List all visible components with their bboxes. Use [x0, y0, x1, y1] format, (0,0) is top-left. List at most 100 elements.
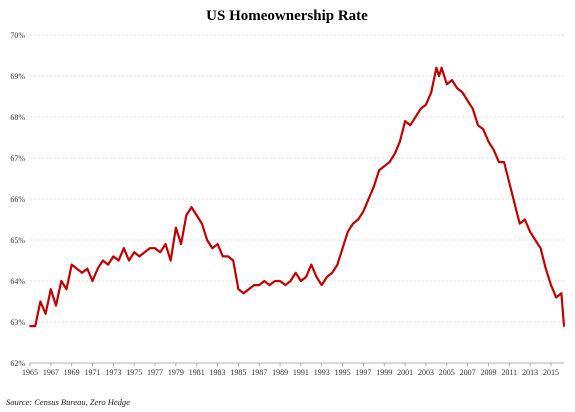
x-tick-label: 1991 — [293, 368, 309, 377]
x-tick-label: 1981 — [189, 368, 205, 377]
x-tick-label: 1983 — [210, 368, 226, 377]
data-point — [443, 75, 446, 77]
data-point — [294, 271, 297, 274]
x-tick-label: 2007 — [460, 368, 476, 377]
data-point — [419, 107, 422, 110]
data-point — [237, 288, 240, 291]
data-point — [122, 247, 125, 250]
y-tick-label: 63% — [10, 318, 25, 327]
x-tick-label: 1973 — [105, 368, 121, 377]
data-point — [195, 214, 198, 217]
data-point — [216, 243, 219, 246]
data-point — [300, 280, 302, 282]
data-point — [518, 222, 521, 225]
data-point — [503, 161, 505, 164]
data-point — [60, 280, 63, 282]
data-point — [44, 312, 47, 315]
data-point — [34, 325, 37, 327]
data-point — [336, 263, 339, 266]
x-tick-label: 1965 — [22, 368, 38, 377]
data-point — [159, 251, 162, 254]
data-point — [39, 300, 42, 303]
data-point — [477, 124, 479, 127]
data-point — [352, 222, 354, 225]
data-point — [247, 288, 250, 291]
data-point — [117, 259, 120, 262]
x-tick-label: 1985 — [230, 368, 246, 377]
x-tick-labels: 1965 1967 1969 1971 1973 1975 1977 1979 1981 1983… — [22, 363, 559, 377]
data-point — [388, 161, 391, 164]
data-point — [513, 202, 516, 205]
data-point — [425, 103, 427, 106]
data-point — [107, 263, 109, 266]
data-point — [29, 325, 31, 327]
data-point — [70, 263, 73, 266]
x-tick-label: 1987 — [251, 368, 267, 377]
data-point — [49, 288, 52, 291]
data-point — [164, 243, 167, 246]
data-point — [430, 91, 433, 94]
data-point — [482, 128, 485, 131]
data-point — [550, 284, 552, 286]
y-tick-label: 70% — [10, 31, 25, 40]
data-point — [534, 239, 537, 241]
data-point — [320, 284, 323, 286]
data-point — [206, 239, 209, 241]
data-point — [143, 251, 146, 254]
y-tick-label: 66% — [10, 195, 25, 204]
data-point — [341, 247, 344, 250]
data-point — [86, 267, 89, 270]
data-point — [393, 153, 396, 155]
data-point — [346, 230, 349, 233]
data-point — [438, 75, 440, 77]
data-point — [357, 218, 360, 221]
data-point — [76, 267, 78, 270]
y-tick-label: 65% — [10, 236, 25, 245]
data-point — [498, 161, 500, 164]
data-point — [102, 259, 104, 262]
x-tick-label: 1977 — [147, 368, 163, 377]
data-point — [399, 140, 401, 143]
data-point — [414, 116, 417, 118]
y-tick-label: 69% — [10, 72, 25, 81]
data-point — [466, 99, 469, 102]
y-tick-label: 64% — [10, 277, 25, 286]
data-point — [445, 83, 448, 86]
homeownership-rate-line — [30, 66, 566, 328]
y-tick-label: 62% — [10, 359, 25, 368]
x-tick-label: 1989 — [272, 368, 288, 377]
grid-lines — [30, 34, 564, 323]
data-point — [221, 255, 224, 258]
data-point — [154, 247, 156, 250]
data-point — [284, 284, 287, 286]
data-point — [169, 259, 172, 262]
x-tick-label: 2005 — [439, 368, 455, 377]
y-tick-labels: 62% 63% 64% 65% 66% 67% 68% 69% 70% — [10, 31, 25, 368]
data-point — [96, 267, 99, 270]
data-point — [372, 185, 375, 188]
x-tick-label: 2003 — [418, 368, 434, 377]
x-tick-label: 1967 — [43, 368, 59, 377]
data-point — [451, 79, 453, 81]
x-tick-label: 2009 — [480, 368, 496, 377]
data-point — [190, 206, 193, 209]
data-point — [367, 198, 370, 200]
x-tick-label: 2011 — [501, 368, 517, 377]
data-point — [268, 284, 271, 286]
data-point — [409, 124, 412, 127]
data-point — [461, 91, 464, 94]
data-point — [253, 284, 255, 286]
data-point — [310, 263, 313, 266]
data-point — [315, 276, 318, 278]
data-point — [440, 66, 443, 69]
data-point — [227, 255, 229, 258]
data-point — [263, 280, 266, 282]
data-point — [242, 292, 245, 295]
x-tick-label: 2001 — [397, 368, 413, 377]
data-point — [175, 226, 177, 229]
x-tick-label: 1993 — [314, 368, 330, 377]
data-point — [211, 247, 214, 250]
data-point — [508, 181, 511, 184]
data-point — [383, 165, 386, 168]
